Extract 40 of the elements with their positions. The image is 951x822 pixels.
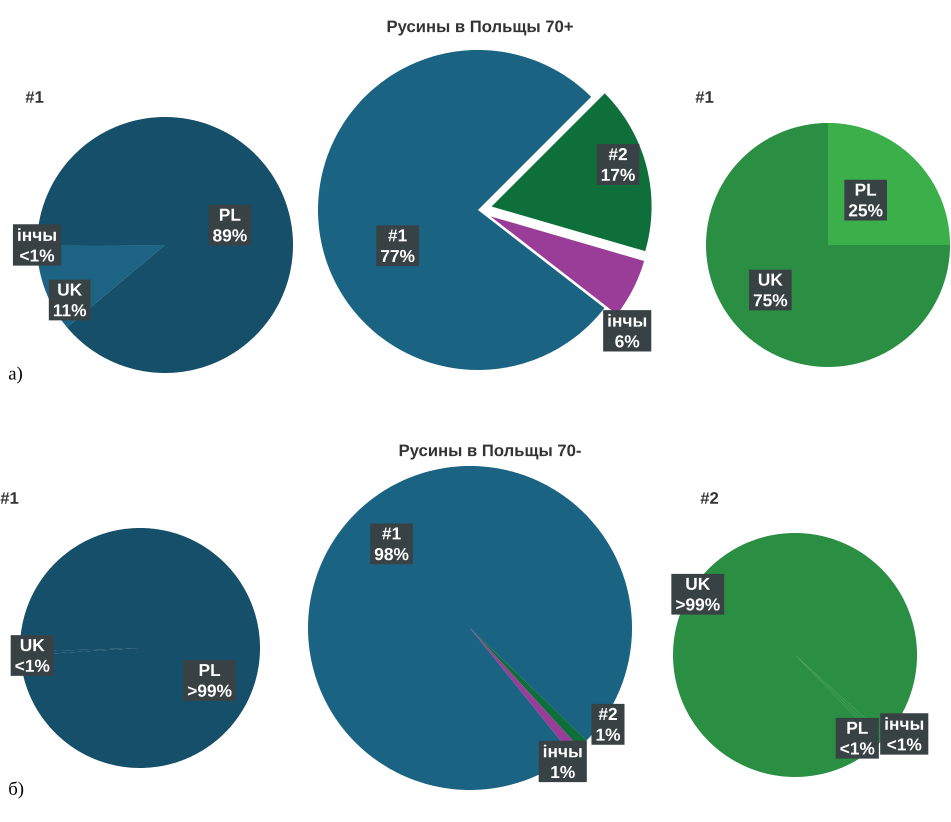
slice-label: UK <box>20 639 45 652</box>
data-label: 77% <box>381 250 414 262</box>
slice-label: UK <box>58 284 82 296</box>
slice-label: інчы <box>544 744 582 758</box>
data-label: >99% <box>188 684 232 697</box>
data-label: 1% <box>551 766 575 778</box>
data-label: 1% <box>596 728 620 741</box>
chart-title: Русины в Польщы 70- <box>400 444 581 460</box>
data-label: >99% <box>676 598 720 611</box>
data-label: <1% <box>840 742 874 755</box>
data-label: 6% <box>615 335 640 348</box>
text: а) <box>8 366 22 384</box>
slice-label: PL <box>200 664 220 676</box>
slice-label: інчы <box>18 228 56 241</box>
chart-title: Русины в Польщы 70+ <box>388 20 573 36</box>
slice-label: #2 <box>598 708 617 720</box>
data-label: 98% <box>374 548 408 560</box>
slice-label: PL <box>856 184 876 196</box>
data-label: 89% <box>213 229 247 242</box>
slice-label: #2 <box>608 148 627 160</box>
chart-title: #1 <box>696 91 714 103</box>
data-label: 75% <box>754 294 788 306</box>
slice-label: #1 <box>382 527 401 540</box>
data-label: 11% <box>54 304 86 316</box>
slice-label: UK <box>686 578 710 590</box>
slice-label: #1 <box>388 229 407 242</box>
data-label: <1% <box>887 738 922 751</box>
slice-label: PL <box>220 208 240 221</box>
chart-title: #1 <box>26 91 44 103</box>
slice-label: інчы <box>608 314 646 327</box>
data-label: 25% <box>848 204 883 217</box>
slice-label: UK <box>758 274 783 286</box>
chart-title: #1 <box>0 492 18 504</box>
text: б) <box>9 781 24 799</box>
slice-label: інчы <box>885 717 924 730</box>
data-label: 17% <box>602 168 635 181</box>
data-label: <1% <box>20 249 54 262</box>
chart-title: #2 <box>700 492 718 504</box>
data-label: <1% <box>15 660 50 672</box>
slice-label: PL <box>847 722 868 734</box>
